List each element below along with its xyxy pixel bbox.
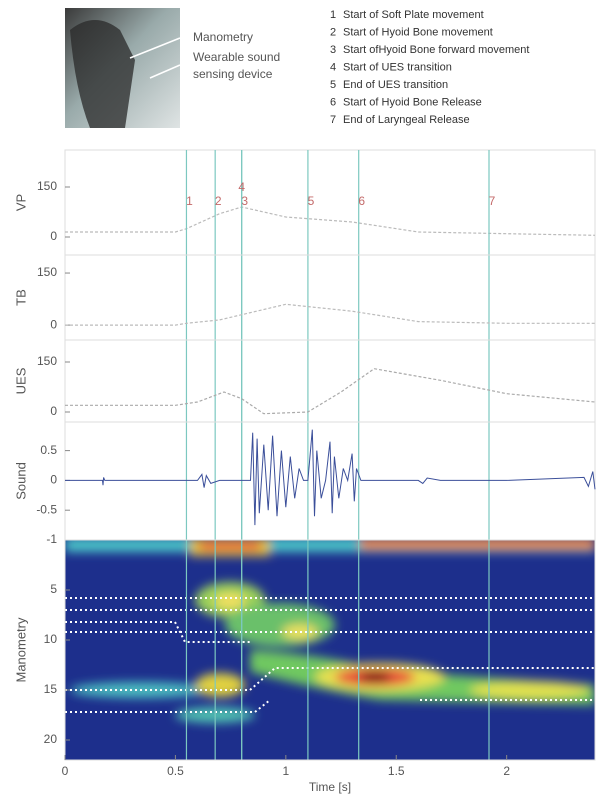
legend-number: 4 (330, 61, 336, 73)
photo-label: Wearable sound (193, 50, 280, 64)
y-tick-label: 0 (50, 473, 57, 487)
y-tick-label: 15 (44, 682, 58, 696)
legend-number: 2 (330, 26, 336, 38)
event-label: 6 (358, 194, 365, 208)
event-label: 5 (308, 194, 315, 208)
legend-text: Start of Hyoid Bone Release (343, 96, 482, 108)
y-tick-label: 10 (44, 632, 58, 646)
event-label: 4 (238, 180, 245, 194)
trace (65, 429, 596, 526)
event-label: 1 (186, 194, 193, 208)
x-tick-label: 2 (503, 764, 510, 778)
y-axis-label: Sound (13, 462, 28, 500)
event-label: 3 (241, 194, 248, 208)
legend-number: 6 (330, 96, 336, 108)
y-tick-label: 0 (50, 404, 57, 418)
trace (65, 206, 596, 236)
y-axis-label: Manometry (13, 617, 28, 683)
y-tick-label: 20 (44, 732, 58, 746)
x-tick-label: 0.5 (167, 764, 184, 778)
legend-text: End of UES transition (343, 79, 448, 91)
photo-label: sensing device (193, 67, 273, 81)
legend-text: Start of UES transition (343, 61, 452, 73)
y-tick-label: 5 (50, 582, 57, 596)
heatmap-background (65, 540, 595, 760)
legend-text: End of Laryngeal Release (343, 114, 470, 126)
y-tick-label: 150 (37, 265, 57, 279)
heatmap (65, 540, 595, 760)
legend-text: Start ofHyoid Bone forward movement (343, 44, 529, 56)
legend-number: 5 (330, 79, 336, 91)
panel-frame (64, 539, 596, 761)
event-legend: 1 Start of Soft Plate movement 2 Start of H… (330, 9, 529, 126)
x-tick-label: 0 (62, 764, 69, 778)
panel-frame (64, 421, 596, 541)
x-tick-label: 1.5 (388, 764, 405, 778)
photo: Manometry Wearable sound sensing device (65, 8, 280, 128)
y-tick-label: -1 (46, 532, 57, 546)
y-tick-label: -0.5 (36, 502, 57, 516)
photo-pointer (149, 64, 181, 79)
y-tick-label: 0.5 (40, 443, 57, 457)
panel-frame (64, 149, 596, 256)
legend-number: 1 (330, 9, 336, 21)
y-tick-label: 150 (37, 354, 57, 368)
photo-label: Manometry (193, 30, 253, 44)
y-tick-label: 150 (37, 179, 57, 193)
event-label: 2 (215, 194, 222, 208)
legend-text: Start of Soft Plate movement (343, 9, 484, 21)
y-tick-label: 0 (50, 229, 57, 243)
photo-silhouette (70, 20, 135, 128)
sensor-lines (65, 597, 595, 713)
event-label: 7 (489, 194, 496, 208)
y-axis-label: TB (13, 289, 28, 306)
y-tick-label: 0 (50, 317, 57, 331)
y-axis-label: UES (13, 367, 28, 394)
x-tick-label: 1 (282, 764, 289, 778)
legend-number: 3 (330, 44, 336, 56)
x-axis-label: Time [s] (309, 780, 351, 794)
trace (65, 368, 596, 415)
photo-pointer (129, 37, 181, 59)
legend-number: 7 (330, 114, 336, 126)
panel-frame (64, 339, 596, 423)
panel-frame (64, 254, 596, 341)
legend-text: Start of Hyoid Bone movement (343, 26, 493, 38)
y-axis-label: VP (13, 194, 28, 211)
trace (65, 303, 595, 326)
